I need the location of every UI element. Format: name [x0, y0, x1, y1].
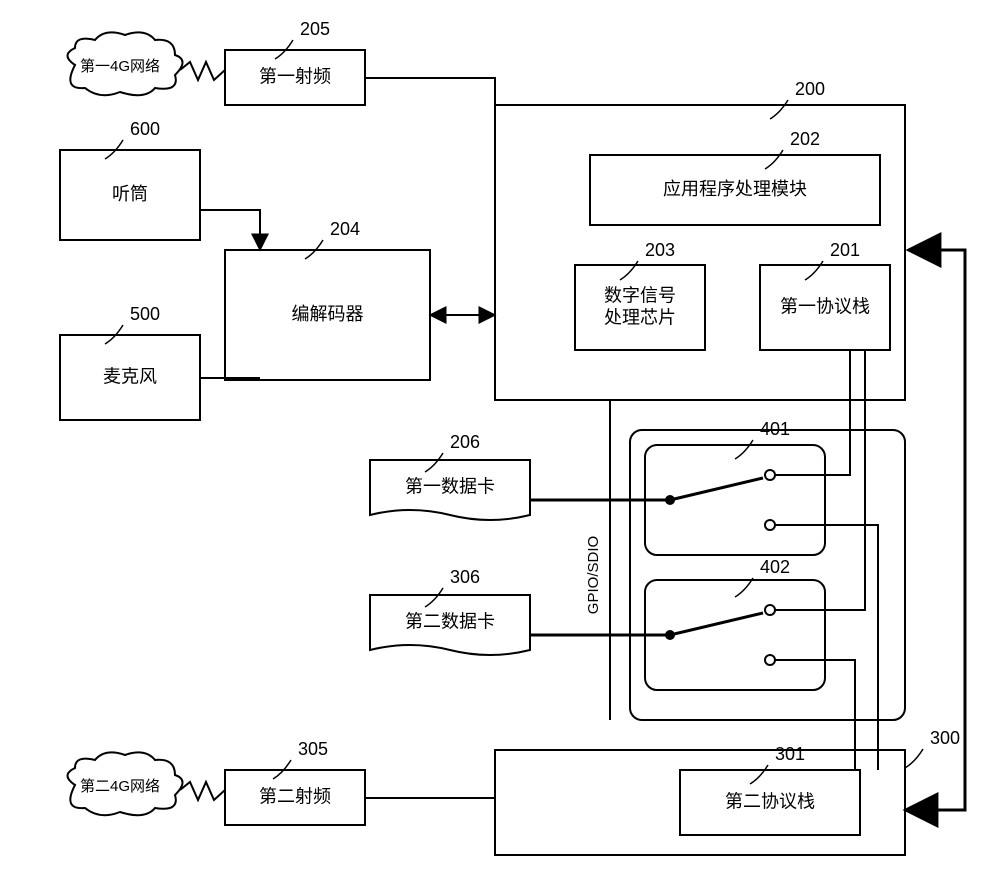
- svg-text:500: 500: [130, 304, 160, 324]
- svg-text:200: 200: [795, 79, 825, 99]
- gpio-sdio-label: GPIO/SDIO: [585, 536, 602, 614]
- svg-text:305: 305: [298, 739, 328, 759]
- box-rf2-label: 第二射频: [259, 786, 331, 806]
- svg-text:600: 600: [130, 119, 160, 139]
- box-proto2-label: 第二协议栈: [725, 791, 815, 811]
- svg-text:201: 201: [830, 240, 860, 260]
- box-proto1: 第一协议栈: [760, 265, 890, 350]
- box-app-label: 应用程序处理模块: [663, 179, 807, 199]
- svg-text:300: 300: [930, 728, 960, 748]
- box-app: 应用程序处理模块: [590, 155, 880, 225]
- box-card2: 第二数据卡: [370, 595, 530, 655]
- box-earpiece: 听筒: [60, 150, 200, 240]
- box-rf2: 第二射频: [225, 770, 365, 825]
- rf-link-2: [180, 782, 225, 800]
- cloud-network-2: 第二4G网络: [68, 752, 183, 815]
- box-dsp-label: 数字信号: [604, 285, 676, 305]
- box-proto1-label: 第一协议栈: [780, 296, 870, 316]
- conn-rf1-main: [365, 78, 495, 105]
- cloud-network-1: 第一4G网络: [68, 32, 183, 95]
- svg-text:301: 301: [775, 744, 805, 764]
- svg-text:402: 402: [760, 557, 790, 577]
- box-earpiece-label: 听筒: [112, 184, 148, 204]
- cloud-1-label: 第一4G网络: [80, 57, 160, 75]
- box-codec: 编解码器: [225, 250, 430, 380]
- cloud-2-label: 第二4G网络: [80, 777, 160, 795]
- feedback-right-arrow: [905, 250, 965, 810]
- box-rf1: 第一射频: [225, 50, 365, 105]
- svg-text:401: 401: [760, 419, 790, 439]
- box-proto2: 第二协议栈: [680, 770, 860, 835]
- box-card1: 第一数据卡: [370, 460, 530, 520]
- box-rf1-label: 第一射频: [259, 66, 331, 86]
- svg-text:205: 205: [300, 19, 330, 39]
- box-dsp-label: 处理芯片: [604, 307, 676, 327]
- box-dsp: 数字信号处理芯片: [575, 265, 705, 350]
- box-card1-label: 第一数据卡: [405, 476, 495, 496]
- svg-text:306: 306: [450, 567, 480, 587]
- box-mic: 麦克风: [60, 335, 200, 420]
- box-card2-label: 第二数据卡: [405, 611, 495, 631]
- svg-text:203: 203: [645, 240, 675, 260]
- svg-text:204: 204: [330, 219, 360, 239]
- rf-link-1: [180, 62, 225, 80]
- conn-earpiece-codec: [200, 210, 260, 250]
- ref-300: 300: [905, 728, 960, 768]
- box-codec-label: 编解码器: [292, 304, 364, 324]
- svg-text:202: 202: [790, 129, 820, 149]
- box-mic-label: 麦克风: [103, 366, 157, 386]
- svg-text:206: 206: [450, 432, 480, 452]
